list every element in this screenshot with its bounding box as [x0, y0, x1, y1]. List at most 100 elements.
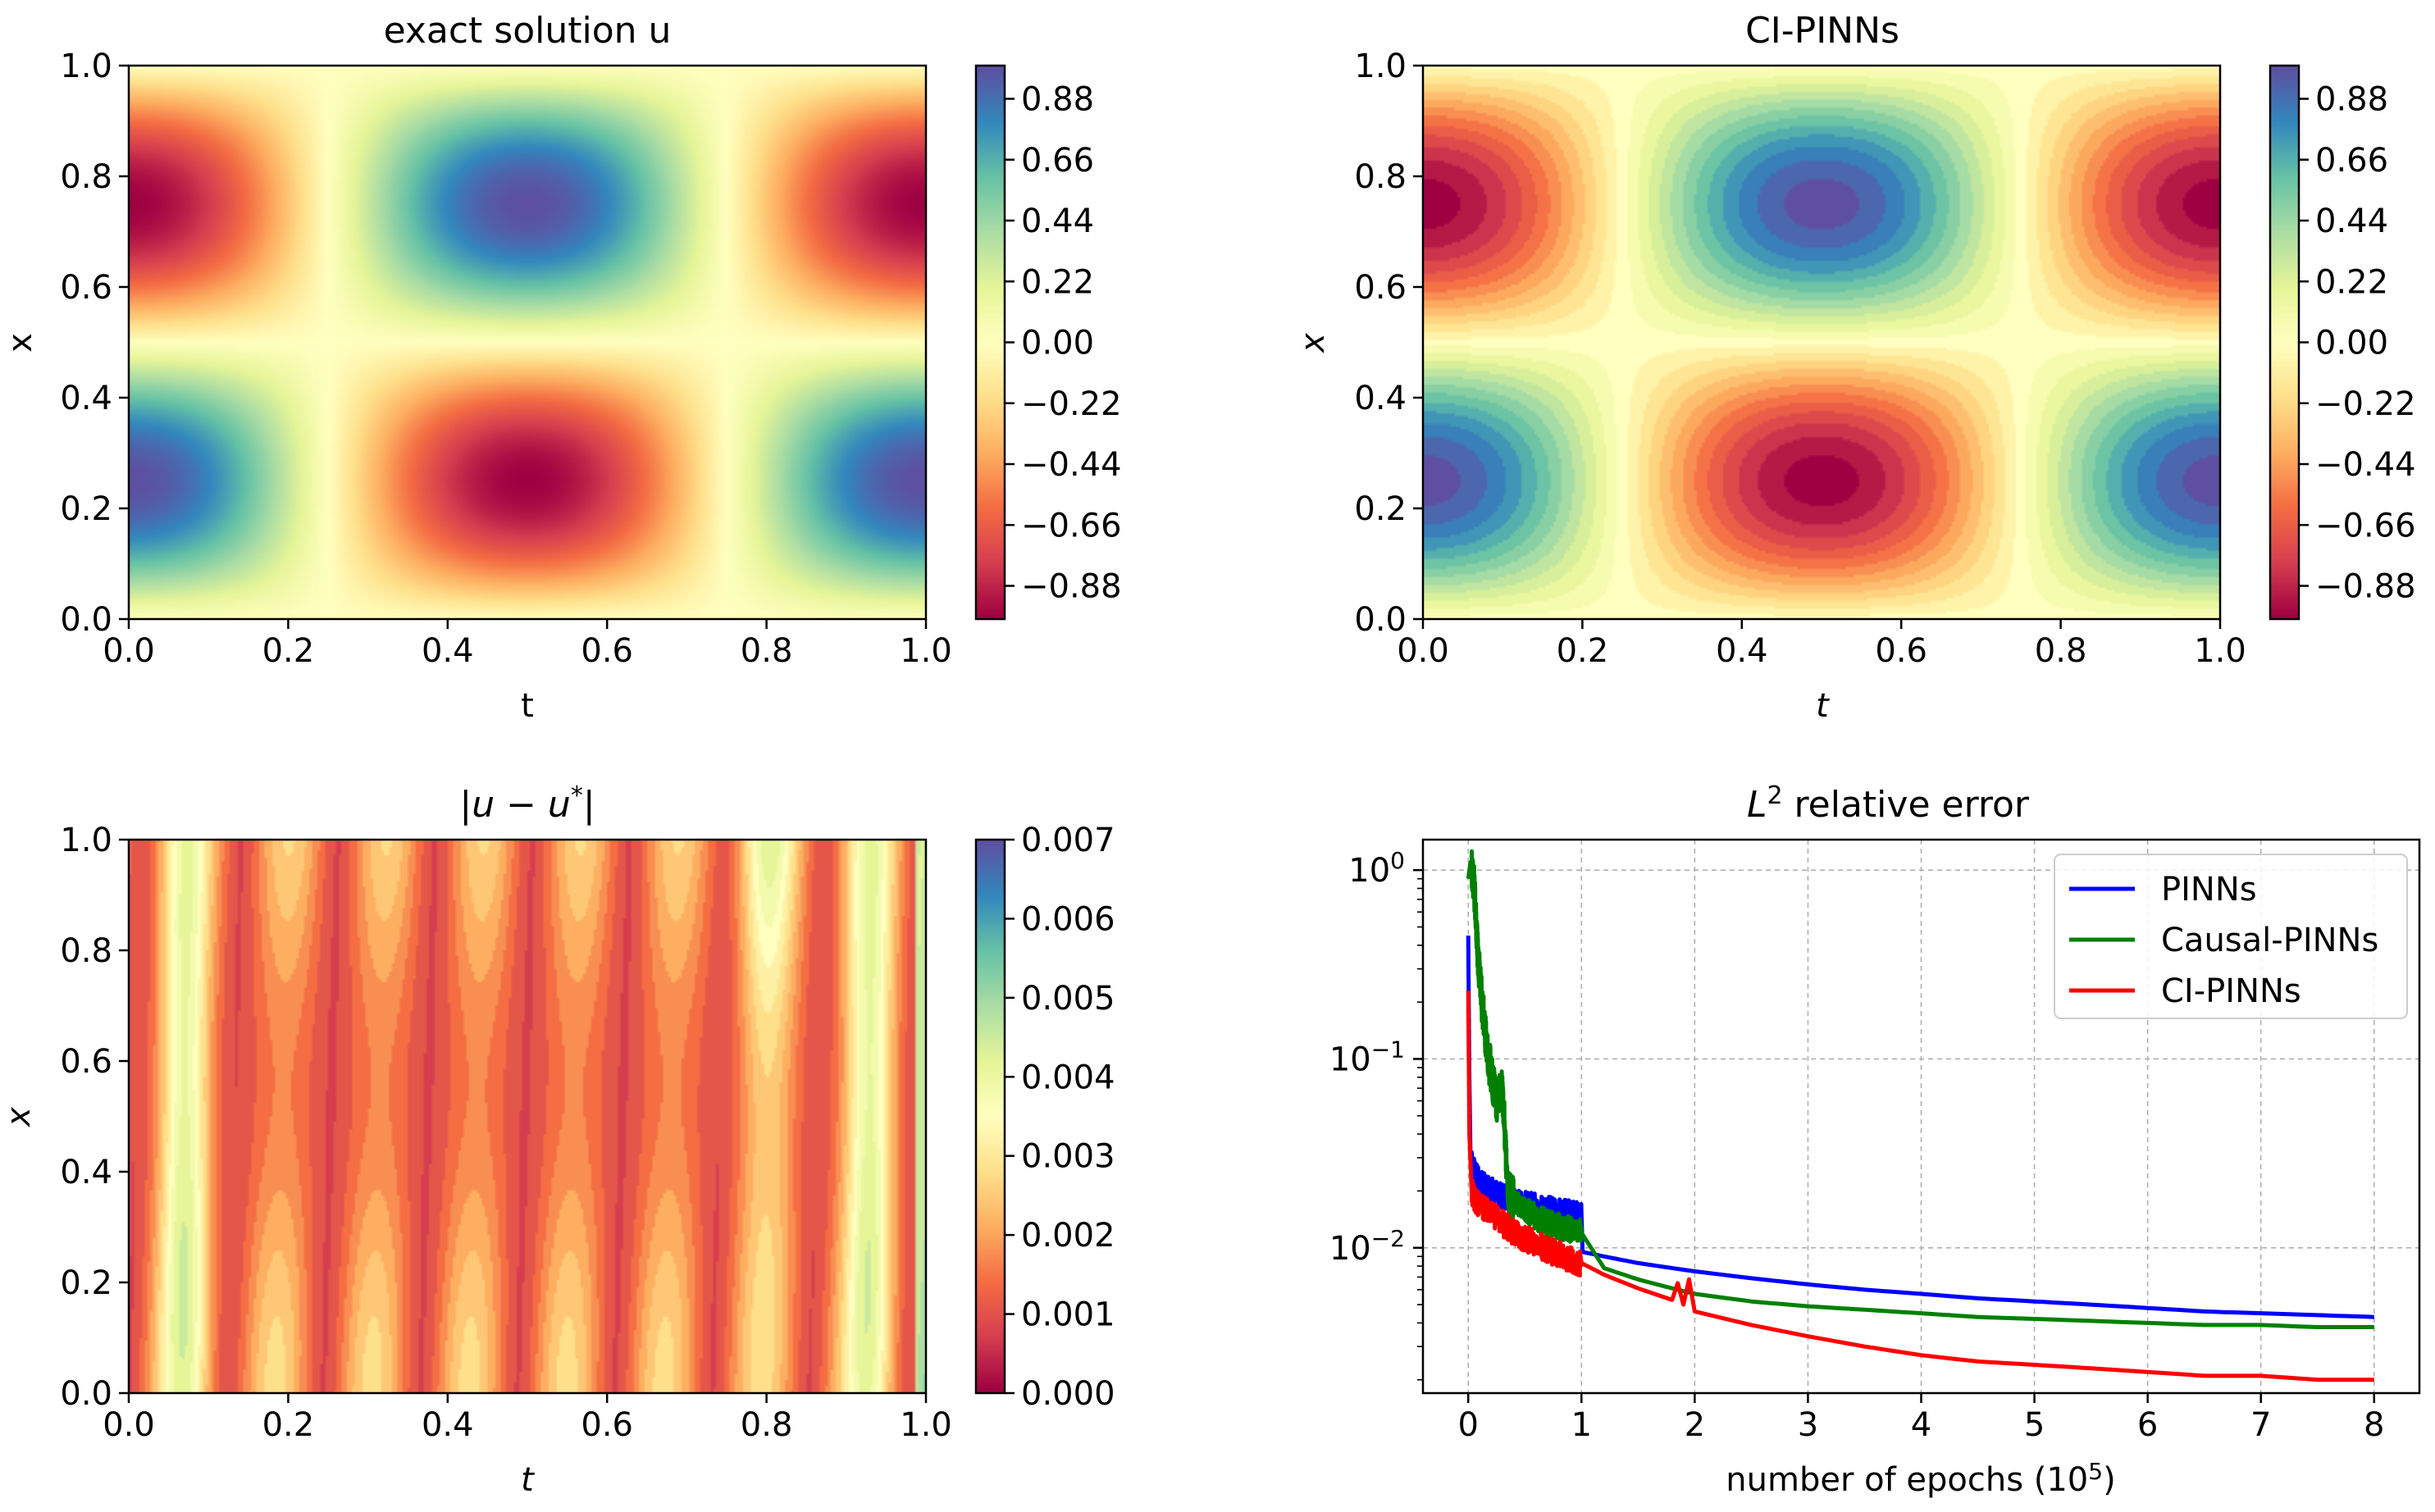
colorbar-tick-label: 0.00 — [2315, 325, 2388, 362]
colorbar-image — [2270, 66, 2299, 619]
plot-frame — [127, 64, 928, 621]
y-ticks: 0.0 0.2 0.4 0.6 0.8 1.0 — [60, 48, 129, 639]
colorbar-tick-label: 0.007 — [1021, 822, 1115, 859]
y-axis-label: x — [0, 1107, 38, 1128]
y-ticks: 0.0 0.2 0.4 0.6 0.8 1.0 — [60, 822, 129, 1413]
y-tick-label: 0.8 — [60, 932, 112, 970]
x-tick-label: 0 — [1458, 1406, 1479, 1444]
colorbar-tick-label: 0.66 — [1021, 142, 1094, 180]
y-tick-label: 1.0 — [60, 48, 112, 85]
y-tick-label: 100 — [1348, 847, 1405, 890]
x-tick-label: 8 — [2364, 1406, 2384, 1444]
x-axis-label: number of epochs (105) — [1726, 1458, 2115, 1499]
panel-title: CI-PINNs — [1745, 10, 1899, 52]
x-tick-label: 0.0 — [1397, 632, 1449, 670]
y-tick-label: 0.0 — [60, 1375, 112, 1413]
colorbar-tick-label: −0.22 — [1021, 385, 1122, 423]
y-ticks: 100 10−1 10−2 — [1329, 847, 1423, 1381]
y-tick-label: 0.6 — [1354, 269, 1407, 307]
y-tick-label: 0.8 — [1354, 158, 1407, 196]
heatmap-image — [129, 840, 926, 1393]
plot-frame — [127, 838, 928, 1395]
x-ticks: 0.0 0.2 0.4 0.6 0.8 1.0 — [103, 1393, 952, 1444]
colorbar-ticks: 0.88 0.66 0.44 0.22 0.00 −0.22 −0.44 −0.66 −0.88 — [2299, 81, 2416, 606]
legend-box — [2054, 854, 2408, 1019]
y-tick-label: 0.8 — [60, 158, 112, 196]
series-line-causal-pinns — [1466, 849, 2374, 1329]
y-tick-label: 10−2 — [1329, 1225, 1405, 1268]
colorbar-tick-label: 0.22 — [2315, 263, 2388, 301]
y-tick-label: 1.0 — [60, 822, 112, 859]
y-tick-label: 1.0 — [1354, 48, 1407, 85]
legend-label: PINNs — [2161, 871, 2257, 909]
y-axis-label: x — [2, 333, 39, 353]
x-tick-label: 5 — [2024, 1406, 2045, 1444]
legend: PINNs Causal-PINNs CI-PINNs — [2054, 854, 2408, 1019]
x-tick-label: 2 — [1685, 1406, 1705, 1444]
colorbar-tick-label: −0.22 — [2315, 385, 2416, 423]
colorbar-tick-label: 0.003 — [1021, 1138, 1115, 1176]
colorbar-tick-label: 0.66 — [2315, 142, 2388, 180]
x-tick-label: 7 — [2250, 1406, 2271, 1444]
colorbar-tick-label: 0.002 — [1021, 1217, 1115, 1255]
colorbar-ticks: 0.88 0.66 0.44 0.22 0.00 −0.22 −0.44 −0.66 −0.88 — [1005, 81, 1122, 606]
x-tick-label: 0.6 — [1875, 632, 1927, 670]
series-line-ci-pinns — [1466, 991, 2374, 1382]
colorbar-tick-label: 0.000 — [1021, 1375, 1115, 1413]
x-tick-label: 0.8 — [741, 632, 793, 670]
x-tick-label: 0.0 — [103, 632, 155, 670]
colorbar-tick-label: −0.66 — [1021, 507, 1122, 544]
y-tick-label: 0.6 — [60, 1043, 112, 1081]
x-axis-label: t — [1816, 687, 1830, 725]
heatmap-image — [1423, 66, 2220, 619]
colorbar-tick-label: 0.001 — [1021, 1296, 1115, 1334]
x-tick-label: 0.6 — [581, 1406, 633, 1444]
legend-label: Causal-PINNs — [2161, 922, 2378, 959]
x-tick-label: 0.4 — [422, 632, 474, 670]
x-tick-label: 6 — [2137, 1406, 2158, 1444]
x-ticks: 0.0 0.2 0.4 0.6 0.8 1.0 — [1397, 619, 2246, 670]
x-tick-label: 0.2 — [1557, 632, 1609, 670]
panel-title: L2 relative error — [1747, 781, 2030, 826]
colorbar-tick-label: 0.22 — [1021, 263, 1094, 301]
x-tick-label: 1 — [1571, 1406, 1592, 1444]
y-axis-label: x — [1294, 333, 1332, 354]
y-ticks: 0.0 0.2 0.4 0.6 0.8 1.0 — [1354, 48, 1423, 639]
x-tick-label: 1.0 — [2194, 632, 2246, 670]
y-tick-label: 0.4 — [60, 380, 112, 417]
x-ticks: 0 1 2 3 4 5 6 7 8 — [1458, 1393, 2384, 1444]
colorbar-tick-label: −0.88 — [2315, 568, 2416, 606]
x-tick-label: 3 — [1798, 1406, 1818, 1444]
panel-exact-solution: exact solution u 0.0 0.2 0.4 0.6 0.8 1.0 0.00… — [2, 10, 1122, 725]
colorbar-tick-label: 0.006 — [1021, 900, 1115, 938]
x-tick-label: 0.8 — [741, 1406, 793, 1444]
colorbar-tick-label: −0.88 — [1021, 568, 1122, 606]
x-tick-label: 0.2 — [262, 1406, 315, 1444]
x-tick-label: 0.8 — [2035, 632, 2087, 670]
heatmap-image — [129, 66, 926, 619]
colorbar-tick-label: 0.44 — [2315, 203, 2388, 240]
plot-frame — [1421, 64, 2222, 621]
series-lines — [1466, 849, 2374, 1382]
x-tick-label: 0.6 — [581, 632, 633, 670]
x-tick-label: 1.0 — [900, 632, 952, 670]
y-tick-label: 0.2 — [60, 490, 112, 528]
colorbar-tick-label: 0.005 — [1021, 980, 1115, 1018]
y-tick-label: 10−1 — [1329, 1036, 1405, 1078]
colorbar-image — [976, 840, 1005, 1393]
x-axis-label: t — [521, 687, 534, 725]
colorbar-tick-label: 0.004 — [1021, 1059, 1115, 1096]
y-tick-label: 0.4 — [1354, 380, 1407, 417]
legend-label: CI-PINNs — [2161, 972, 2301, 1010]
colorbar-tick-label: 0.00 — [1021, 325, 1094, 362]
panel-abs-error: |u − u*| 0.0 0.2 0.4 0.6 0.8 1.0 0.0 0.2 0.4 0.6… — [0, 781, 1115, 1499]
colorbar-tick-label: 0.44 — [1021, 203, 1094, 240]
panel-ci-pinns: CI-PINNs 0.0 0.2 0.4 0.6 0.8 1.0 0.0 0.2 0.4 0.6… — [1294, 10, 2416, 725]
y-tick-label: 0.0 — [1354, 601, 1407, 639]
colorbar-tick-label: −0.44 — [2315, 446, 2416, 484]
y-tick-label: 0.2 — [1354, 490, 1407, 528]
colorbar-tick-label: 0.88 — [2315, 81, 2388, 119]
y-tick-label: 0.0 — [60, 601, 112, 639]
